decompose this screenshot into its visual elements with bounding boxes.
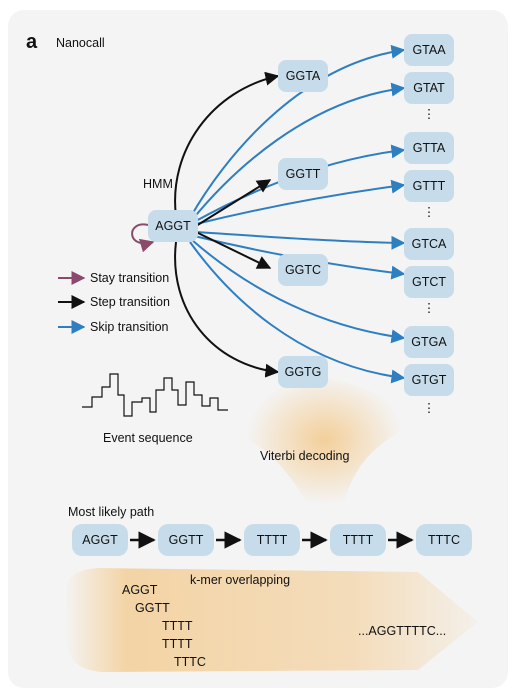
kmer-stack-item: TTTT — [162, 619, 193, 633]
skip-node-label: GTGT — [412, 373, 447, 387]
step-node-label: GGTT — [286, 167, 321, 181]
skip-node: GTCA — [404, 228, 454, 260]
step-arrow-ggtc — [195, 231, 272, 269]
kmer-stack-item: AGGT — [122, 583, 158, 597]
kmer-overlap-label: k-mer overlapping — [190, 573, 290, 587]
skip-arrow-gtgt — [189, 241, 406, 384]
skip-arrow-gtga — [191, 239, 406, 344]
path-node-label: TTTT — [257, 533, 288, 547]
step-node-label: GGTA — [286, 69, 321, 83]
result-sequence: ...AGGTTTTC... — [358, 624, 446, 638]
skip-arrow-gttt — [195, 179, 406, 225]
skip-node: GTCT — [404, 266, 454, 298]
path-node: TTTT — [330, 524, 386, 556]
figure-panel: a Nanocall HMM AGGT GGTA GGTT GGTC — [8, 10, 508, 688]
diagram-canvas: a Nanocall HMM AGGT GGTA GGTT GGTC — [26, 31, 478, 672]
skip-node-label: GTTT — [413, 179, 446, 193]
skip-node: GTGA — [404, 326, 454, 358]
kmer-stack-item: TTTC — [174, 655, 206, 669]
viterbi-label: Viterbi decoding — [260, 449, 349, 463]
skip-node: GTTT — [404, 170, 454, 202]
skip-node-label: GTCT — [412, 275, 446, 289]
path-node-label: GGTT — [169, 533, 204, 547]
skip-node-label: GTAA — [412, 43, 446, 57]
step-transitions — [174, 71, 280, 378]
kmer-stack-item: TTTT — [162, 637, 193, 651]
skip-node: GTAA — [404, 34, 454, 66]
legend-stay-label: Stay transition — [90, 271, 169, 285]
step-node: GGTG — [278, 356, 328, 388]
kmer-overlap-glow — [64, 568, 478, 672]
skip-arrow-gtat — [191, 82, 406, 221]
step-node-label: GGTC — [285, 263, 321, 277]
skip-node-label: GTTA — [413, 141, 446, 155]
hmm-label: HMM — [143, 177, 173, 191]
step-arrow-ggtt — [195, 179, 272, 227]
most-likely-path-label: Most likely path — [68, 505, 154, 519]
ellipsis-4: ⋮ — [423, 401, 436, 415]
legend-step-label: Step transition — [90, 295, 170, 309]
stay-arrow — [131, 223, 155, 253]
method-title: Nanocall — [56, 36, 105, 50]
panel-label: a — [26, 31, 38, 53]
skip-node: GTAT — [404, 72, 454, 104]
event-sequence-waveform — [82, 373, 228, 417]
path-node: TTTT — [244, 524, 300, 556]
legend-skip-label: Skip transition — [90, 320, 169, 334]
skip-node-label: GTAT — [413, 81, 445, 95]
skip-node: GTGT — [404, 364, 454, 396]
kmer-stack-item: GGTT — [135, 601, 170, 615]
skip-node-label: GTCA — [412, 237, 447, 251]
skip-node-label: GTGA — [411, 335, 447, 349]
ellipsis-1: ⋮ — [423, 107, 436, 121]
event-sequence-label: Event sequence — [103, 431, 193, 445]
step-arrow-ggtg — [174, 241, 280, 378]
step-node-label: GGTG — [285, 365, 322, 379]
viterbi-glow — [246, 374, 403, 505]
center-node: AGGT — [148, 210, 198, 242]
ellipsis-2: ⋮ — [423, 205, 436, 219]
step-node: GGTA — [278, 60, 328, 92]
skip-transitions — [189, 44, 406, 384]
ellipsis-3: ⋮ — [423, 301, 436, 315]
path-node: TTTC — [416, 524, 472, 556]
step-node: GGTT — [278, 158, 328, 190]
path-node-label: AGGT — [82, 533, 118, 547]
center-node-label: AGGT — [155, 219, 191, 233]
path-node-label: TTTC — [428, 533, 460, 547]
step-node: GGTC — [278, 254, 328, 286]
path-node: AGGT — [72, 524, 128, 556]
legend: Stay transition Step transition Skip tra… — [58, 271, 170, 334]
skip-arrow-gtca — [195, 231, 406, 250]
path-node: GGTT — [158, 524, 214, 556]
skip-arrow-gtaa — [189, 44, 406, 219]
path-node-label: TTTT — [343, 533, 374, 547]
skip-node: GTTA — [404, 132, 454, 164]
step-arrow-ggta — [174, 71, 280, 217]
